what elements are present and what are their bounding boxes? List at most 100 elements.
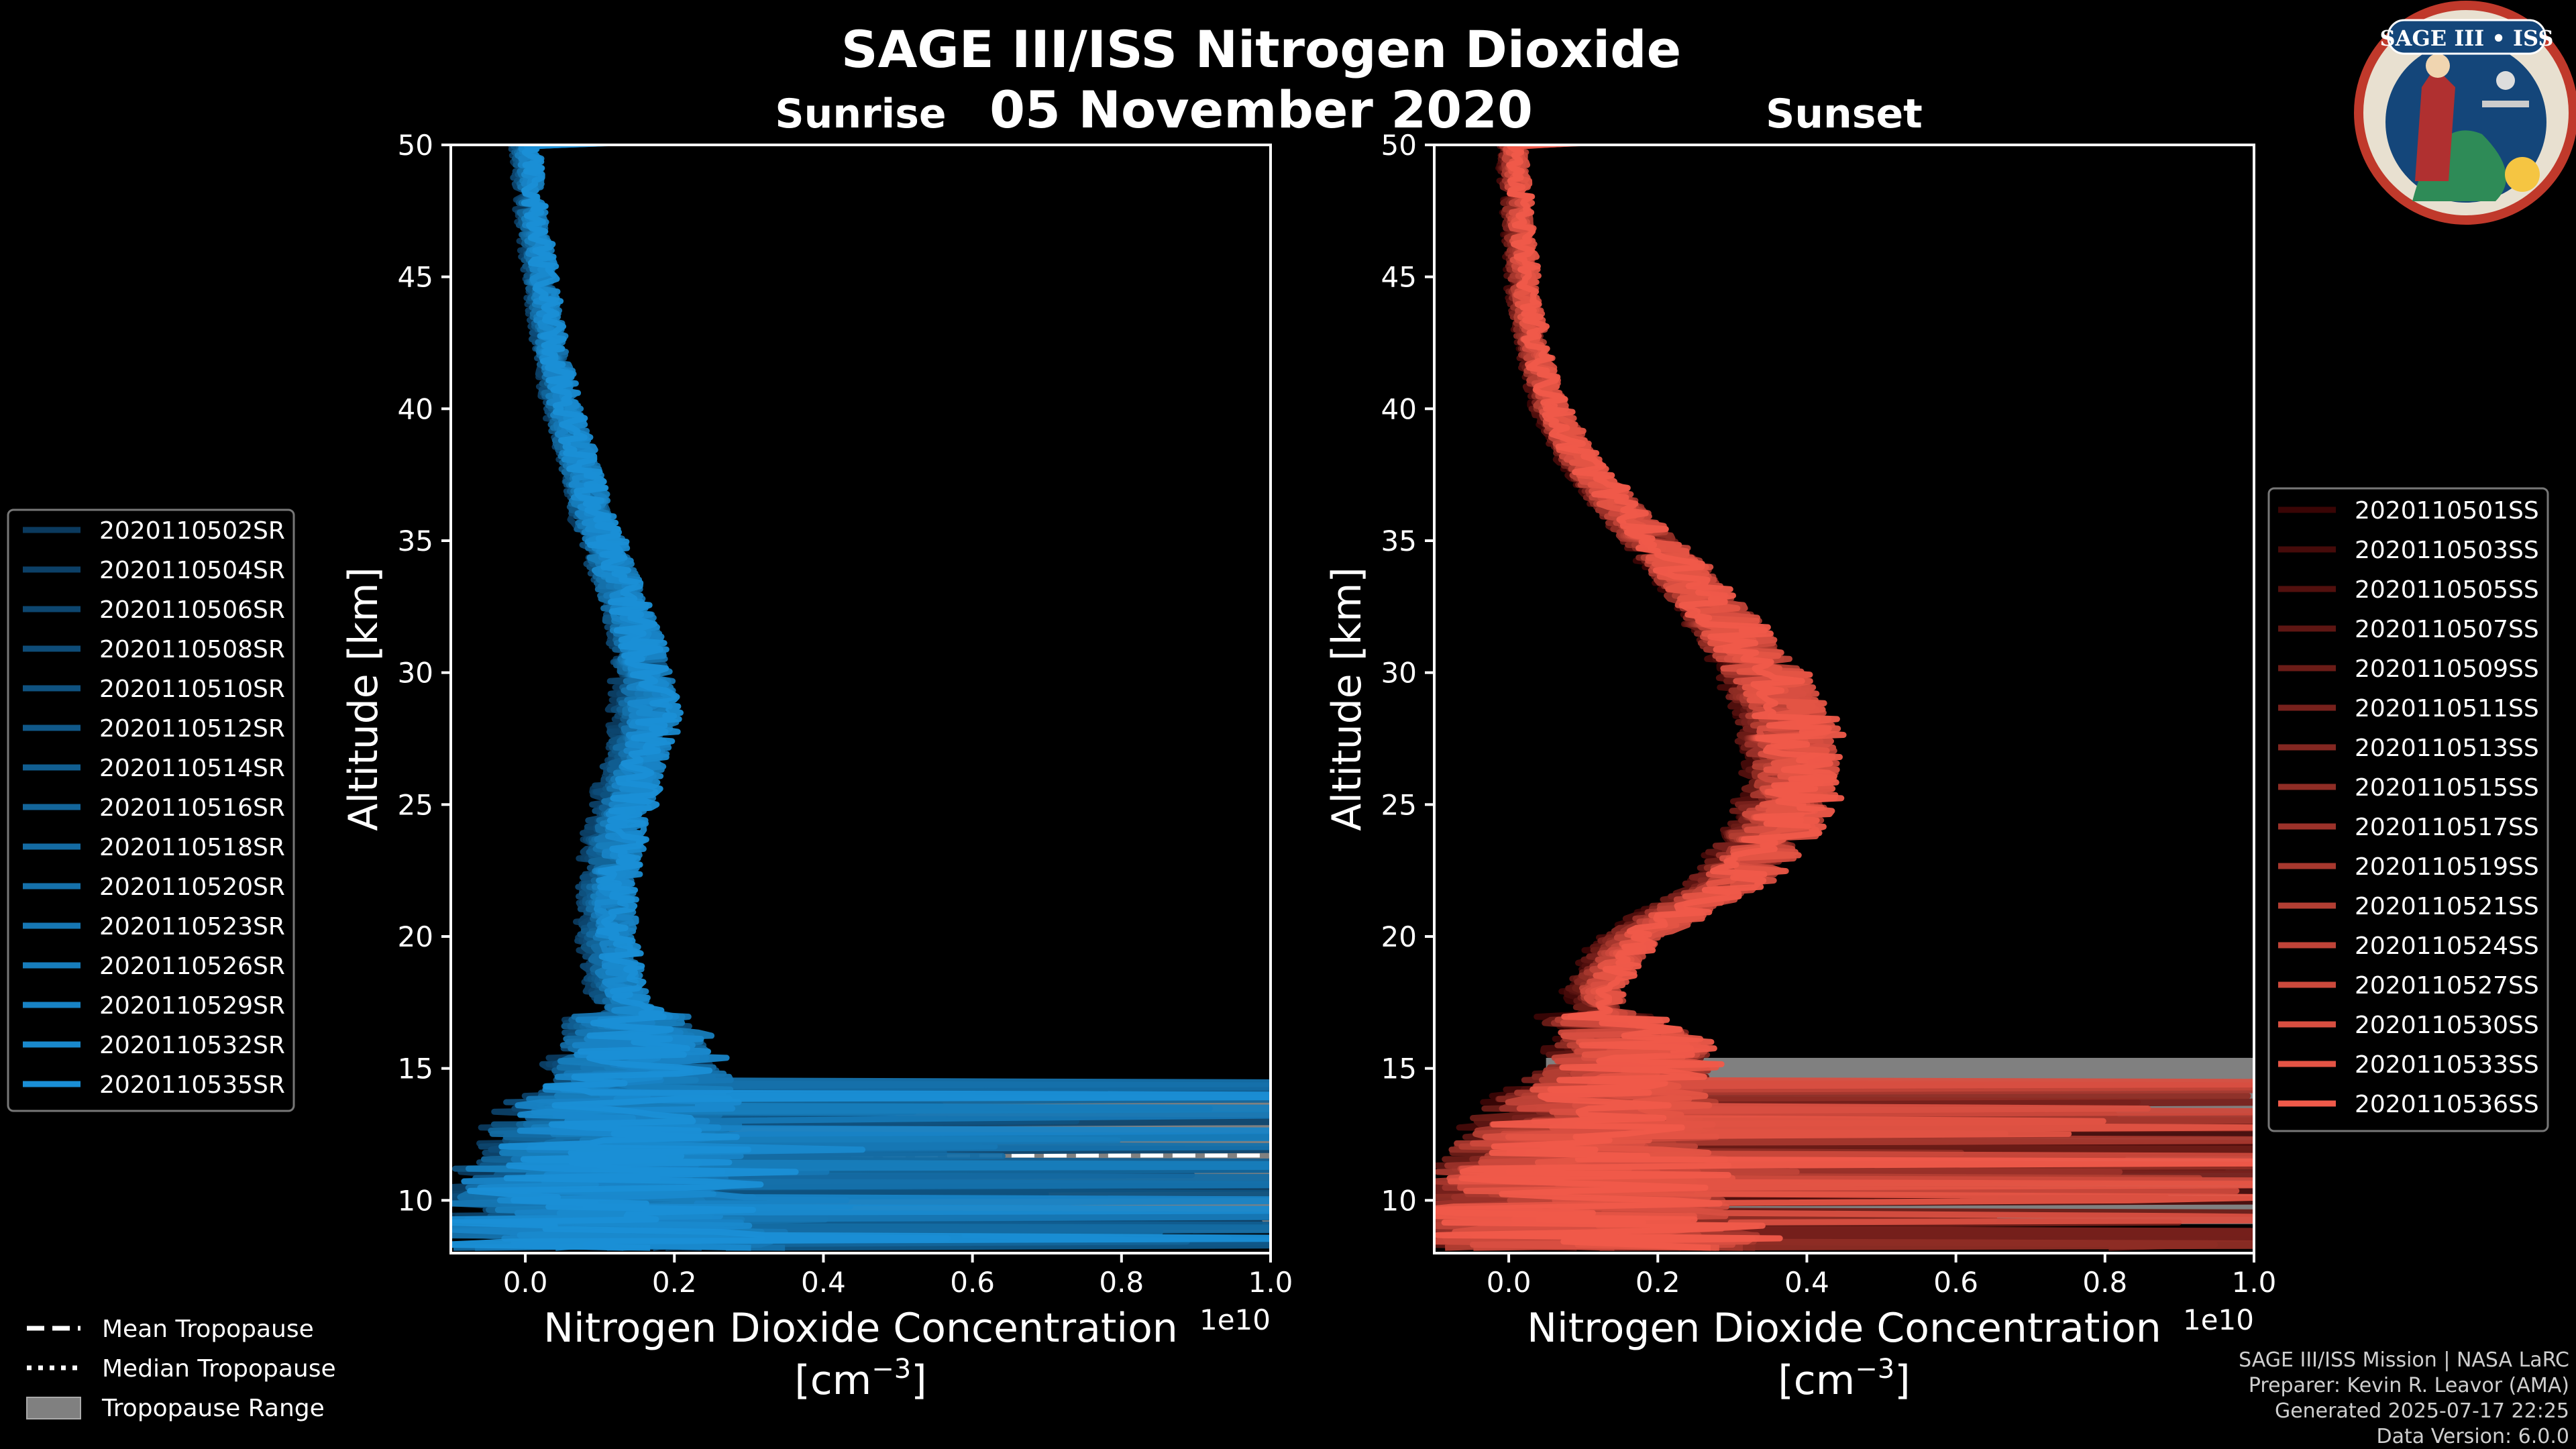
legend-label: 2020110508SR — [99, 636, 285, 663]
x-tick-label: 0.2 — [1635, 1266, 1680, 1299]
y-tick-label: 50 — [1381, 129, 1417, 162]
x-tick-label: 0.8 — [1099, 1266, 1144, 1299]
sunrise-xlabel: Nitrogen Dioxide Concentration — [543, 1305, 1178, 1352]
sunset-y-ticks: 10 15 20 25 30 35 40 45 50 — [1381, 129, 1434, 1217]
sunset-panel: 10 15 20 25 30 35 40 45 50 0.0 0.2 0.4 0.6 0.8 1.0 1e… — [1324, 129, 2277, 1404]
x-tick-label: 0.8 — [2082, 1266, 2127, 1299]
sunset-axes-frame — [1433, 144, 2255, 1254]
tropopause-range-label: Tropopause Range — [101, 1395, 325, 1422]
sunrise-panel-title: Sunrise — [775, 91, 946, 138]
legend-label: 2020110527SS — [2355, 972, 2539, 1000]
x-tick-label: 0.0 — [503, 1266, 548, 1299]
sunrise-xlabel-units-open: [cm — [794, 1357, 871, 1404]
sunrise-xlabel-exp: −3 — [871, 1354, 911, 1385]
x-tick-label: 0.6 — [1933, 1266, 1978, 1299]
legend-label: 2020110526SR — [99, 953, 285, 980]
legend-label: 2020110519SS — [2355, 853, 2539, 881]
legend-label: 2020110516SR — [99, 794, 285, 822]
x-tick-label: 0.6 — [950, 1266, 995, 1299]
y-tick-label: 20 — [398, 920, 433, 953]
sunset-panel-title: Sunset — [1766, 91, 1923, 138]
sunrise-xlabel-units: [cm−3] — [794, 1354, 926, 1404]
credit-mission: SAGE III/ISS Mission | NASA LaRC — [2239, 1348, 2569, 1372]
sage-iii-iss-logo: SAGE III • ISS — [2354, 1, 2576, 225]
legend-label: 2020110505SS — [2355, 576, 2539, 604]
tropopause-range-swatch — [26, 1397, 81, 1419]
legend-label: 2020110515SS — [2355, 774, 2539, 802]
sunset-profiles — [1434, 145, 2254, 1251]
legend-label: 2020110524SS — [2355, 932, 2539, 960]
x-tick-label: 1.0 — [2232, 1266, 2277, 1299]
y-tick-label: 45 — [398, 261, 433, 294]
credit-version: Data Version: 6.0.0 — [2377, 1425, 2569, 1448]
legend-label: 2020110510SR — [99, 676, 285, 703]
median-tropopause-label: Median Tropopause — [102, 1355, 336, 1383]
y-tick-label: 35 — [398, 525, 433, 557]
legend-label: 2020110536SS — [2355, 1091, 2539, 1118]
credits: SAGE III/ISS Mission | NASA LaRC Prepare… — [2239, 1348, 2569, 1448]
y-tick-label: 15 — [1381, 1053, 1417, 1085]
y-tick-label: 10 — [1381, 1184, 1417, 1217]
profile-line — [451, 145, 1271, 1251]
sunset-ylabel: Altitude [km] — [1324, 567, 1371, 831]
y-tick-label: 40 — [398, 392, 433, 425]
legend-label: 2020110520SR — [99, 873, 285, 901]
sunrise-x-ticks: 0.0 0.2 0.4 0.6 0.8 1.0 — [503, 1253, 1293, 1299]
legend-label: 2020110504SR — [99, 557, 285, 584]
legend-label: 2020110523SR — [99, 913, 285, 941]
y-tick-label: 30 — [1381, 657, 1417, 690]
legend-label: 2020110509SS — [2355, 655, 2539, 683]
legend-label: 2020110506SR — [99, 596, 285, 624]
legend-label: 2020110501SS — [2355, 497, 2539, 525]
sunset-x-scale: 1e10 — [2183, 1303, 2254, 1336]
sunset-x-ticks: 0.0 0.2 0.4 0.6 0.8 1.0 — [1487, 1253, 2277, 1299]
sunset-legend: 2020110501SS 2020110503SS 2020110505SS 2020… — [2267, 487, 2549, 1132]
y-tick-label: 25 — [1381, 788, 1417, 821]
y-tick-label: 15 — [398, 1053, 433, 1085]
legend-label: 2020110502SR — [99, 517, 285, 545]
y-tick-label: 10 — [398, 1184, 433, 1217]
y-tick-label: 50 — [398, 129, 433, 162]
sunrise-ylabel: Altitude [km] — [340, 567, 387, 831]
credit-generated: Generated 2025-07-17 22:25 — [2275, 1399, 2569, 1423]
sunrise-legend: 2020110502SR 2020110504SR 2020110506SR 2020… — [7, 508, 295, 1112]
y-tick-label: 35 — [1381, 525, 1417, 557]
sunset-legend-entries: 2020110501SS 2020110503SS 2020110505SS 2020… — [2278, 497, 2539, 1118]
sunrise-panel: 10 15 20 25 30 35 40 45 50 0.0 0.2 0.4 0.6 0.8 1.0 1e… — [340, 129, 1293, 1404]
sunset-xlabel-exp: −3 — [1855, 1354, 1894, 1385]
tropopause-legend: Mean Tropopause Median Tropopause Tropop… — [26, 1316, 336, 1422]
legend-label: 2020110511SS — [2355, 695, 2539, 722]
y-tick-label: 20 — [1381, 920, 1417, 953]
legend-label: 2020110532SR — [99, 1032, 285, 1059]
y-tick-label: 40 — [1381, 392, 1417, 425]
sunset-xlabel-units-open: [cm — [1778, 1357, 1855, 1404]
x-tick-label: 0.4 — [801, 1266, 846, 1299]
x-tick-label: 0.2 — [652, 1266, 697, 1299]
figure-date: 05 November 2020 — [989, 80, 1533, 140]
sunrise-xlabel-units-close: ] — [911, 1357, 926, 1404]
legend-label: 2020110507SS — [2355, 616, 2539, 643]
sunrise-y-ticks: 10 15 20 25 30 35 40 45 50 — [398, 129, 451, 1217]
y-tick-label: 25 — [398, 788, 433, 821]
credit-preparer: Preparer: Kevin R. Leavor (AMA) — [2249, 1374, 2569, 1397]
x-tick-label: 1.0 — [1248, 1266, 1293, 1299]
legend-label: 2020110517SS — [2355, 814, 2539, 841]
x-tick-label: 0.0 — [1487, 1266, 1532, 1299]
logo-text: SAGE III • ISS — [2380, 25, 2554, 51]
legend-label: 2020110521SS — [2355, 893, 2539, 920]
sunrise-x-scale: 1e10 — [1199, 1303, 1271, 1336]
legend-label: 2020110529SR — [99, 992, 285, 1020]
mean-tropopause-label: Mean Tropopause — [102, 1316, 314, 1343]
x-tick-label: 0.4 — [1784, 1266, 1829, 1299]
legend-label: 2020110512SR — [99, 715, 285, 743]
legend-label: 2020110518SR — [99, 834, 285, 861]
sunrise-legend-entries: 2020110502SR 2020110504SR 2020110506SR 2020… — [23, 517, 285, 1099]
legend-label: 2020110530SS — [2355, 1012, 2539, 1039]
legend-label: 2020110514SR — [99, 755, 285, 782]
legend-label: 2020110535SR — [99, 1071, 285, 1099]
sunset-xlabel-units: [cm−3] — [1778, 1354, 1910, 1404]
legend-label: 2020110533SS — [2355, 1051, 2539, 1079]
y-tick-label: 45 — [1381, 261, 1417, 294]
profile-line — [1434, 145, 2254, 1251]
